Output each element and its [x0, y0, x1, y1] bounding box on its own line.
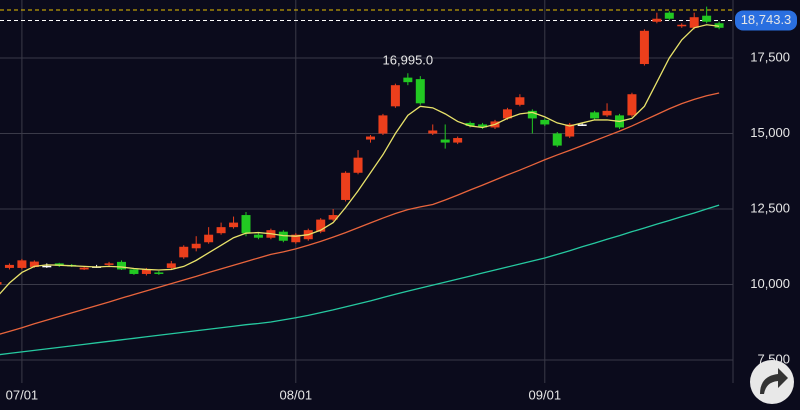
candle-body [204, 234, 214, 243]
candle-body [652, 18, 662, 22]
candle-body [639, 30, 649, 65]
candle-body [565, 124, 575, 137]
candle-body [341, 172, 351, 200]
candle-body [154, 272, 164, 274]
candle-body [0, 282, 2, 285]
candle-body [602, 110, 612, 116]
candle-body [577, 124, 587, 126]
candle-body [465, 122, 475, 126]
candle-body [42, 265, 52, 268]
button-icon[interactable] [760, 368, 788, 394]
candle-body [664, 12, 674, 19]
candle-body [316, 219, 326, 232]
candle-body [540, 119, 550, 125]
candle-body [453, 138, 463, 143]
y-tick-label: 10,000 [750, 276, 790, 291]
candle-body [291, 234, 301, 243]
candle-body [440, 139, 450, 143]
candle-body [328, 215, 338, 220]
candle-body [527, 110, 537, 119]
candle-body [627, 94, 637, 116]
candle-body [714, 23, 724, 28]
candle-body [129, 269, 139, 274]
candle-body [141, 269, 151, 274]
last-price-box [735, 10, 797, 31]
candle-body [229, 222, 239, 228]
candle-body [191, 243, 201, 249]
last-price-label: 18,743.3 [741, 12, 792, 27]
candle-body [216, 227, 226, 234]
candle-body [117, 261, 126, 270]
x-tick-label: 08/01 [280, 387, 313, 402]
y-tick-label: 17,500 [750, 49, 790, 64]
candle-body [29, 261, 39, 268]
x-tick-label: 07/01 [6, 387, 39, 402]
candle-body [403, 77, 413, 83]
x-tick-label: 09/01 [529, 387, 562, 402]
candle-body [428, 130, 438, 134]
candle-body [17, 260, 27, 268]
candle-body [79, 267, 89, 270]
candle-body [353, 157, 363, 173]
moving-average-line [0, 24, 720, 295]
candle-body [677, 24, 687, 27]
candle-body [104, 263, 114, 265]
candle-body [515, 97, 525, 105]
candle-body [689, 17, 699, 28]
moving-average-line [0, 204, 720, 356]
candle-body [590, 112, 600, 119]
candle-body [390, 85, 400, 107]
candle-body [241, 215, 251, 234]
candle-body [478, 124, 488, 128]
moving-average-line [0, 92, 720, 335]
candle-body [179, 246, 189, 258]
candle-body [253, 234, 263, 238]
y-tick-label: 15,000 [750, 125, 790, 140]
candle-body [166, 263, 176, 268]
candle-body [4, 264, 14, 268]
y-tick-label: 12,500 [750, 200, 790, 215]
candle-body [378, 115, 388, 134]
rotate-button[interactable] [750, 360, 794, 404]
candle-body [702, 15, 712, 22]
high-annotation: 16,995.0 [383, 53, 434, 68]
candle-body [502, 109, 512, 119]
candle-body [552, 133, 562, 146]
candle-body [415, 79, 425, 104]
candle-body [366, 136, 375, 140]
